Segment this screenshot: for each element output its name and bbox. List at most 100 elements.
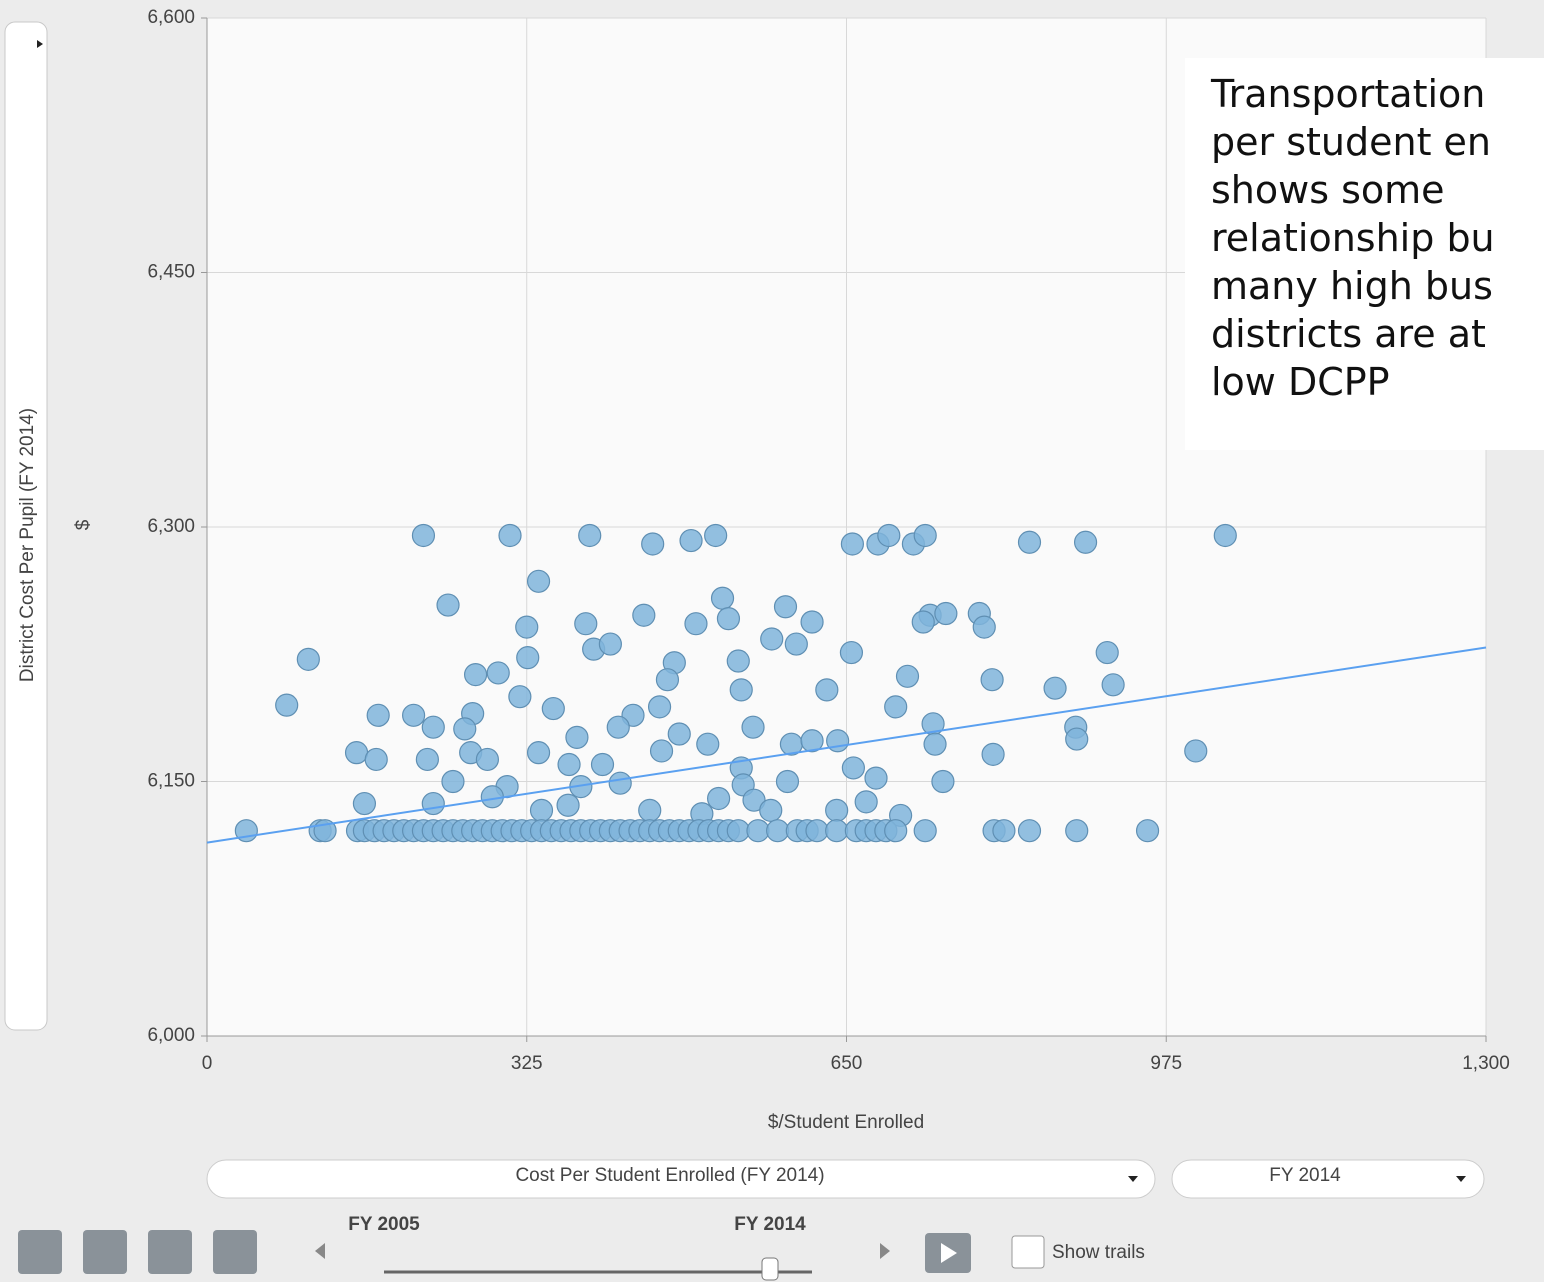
point <box>729 678 753 702</box>
point <box>344 741 369 765</box>
point <box>275 693 299 717</box>
annotation-line: Transportation <box>1211 72 1486 116</box>
point <box>839 640 864 665</box>
annotation-line: low DCPP <box>1211 360 1390 404</box>
point <box>1101 673 1125 697</box>
point <box>913 819 937 843</box>
point <box>1184 739 1208 763</box>
point <box>1065 819 1089 843</box>
point <box>992 819 1016 843</box>
point <box>884 695 908 719</box>
point <box>775 769 800 794</box>
point <box>884 819 908 843</box>
point <box>411 523 436 548</box>
x-tick-label: 0 <box>202 1053 213 1074</box>
x-tick-label: 1,300 <box>1462 1053 1510 1074</box>
point <box>840 532 865 556</box>
y-tick-label: 6,450 <box>147 262 195 283</box>
point <box>913 523 937 548</box>
point <box>696 732 720 756</box>
point <box>773 595 798 619</box>
point <box>784 632 808 656</box>
point <box>815 678 839 702</box>
point <box>647 695 672 719</box>
point <box>557 752 581 777</box>
slider-next[interactable] <box>880 1243 890 1259</box>
trails-label: Show trails <box>1052 1242 1145 1263</box>
point <box>441 769 465 794</box>
y-tick-label: 6,150 <box>147 771 195 792</box>
point <box>766 819 790 843</box>
point <box>760 627 784 651</box>
point <box>638 798 662 822</box>
point <box>742 788 766 812</box>
size-selector-arrow <box>1456 1176 1466 1182</box>
point <box>516 646 540 670</box>
point <box>578 523 602 548</box>
slider-prev[interactable] <box>315 1243 325 1259</box>
y-tick-label: 6,000 <box>147 1025 195 1046</box>
x-tick-label: 325 <box>511 1053 543 1074</box>
point <box>463 663 488 687</box>
point <box>296 647 320 671</box>
settings-button[interactable] <box>213 1230 257 1274</box>
point <box>741 715 765 739</box>
point <box>402 703 426 727</box>
point <box>841 756 865 780</box>
point <box>1073 530 1098 554</box>
table-button[interactable] <box>148 1230 192 1274</box>
annotation-line: relationship bu <box>1211 216 1495 260</box>
point <box>526 569 551 593</box>
slider-thumb[interactable] <box>761 1257 779 1281</box>
point <box>541 696 565 721</box>
zoom-button[interactable] <box>18 1230 62 1274</box>
point <box>704 523 728 548</box>
point <box>421 791 445 816</box>
x-selector-arrow <box>1128 1176 1138 1182</box>
point <box>1213 523 1237 548</box>
y-axis-title: District Cost Per Pupil (FY 2014) <box>17 408 38 682</box>
slider-start-label: FY 2005 <box>348 1214 420 1235</box>
annotation: Transportation per student en shows some re… <box>1185 58 1544 450</box>
point <box>923 732 947 756</box>
annotation-line: per student en <box>1211 120 1492 164</box>
point <box>1135 819 1160 843</box>
point <box>805 819 829 843</box>
play-icon <box>941 1243 957 1263</box>
point <box>800 729 824 753</box>
point <box>825 819 849 843</box>
point <box>931 769 955 794</box>
point <box>486 661 510 685</box>
point <box>608 771 632 795</box>
x-selector[interactable] <box>206 1159 1156 1199</box>
point <box>415 747 439 772</box>
point <box>911 610 935 634</box>
trails-checkbox[interactable] <box>1011 1235 1045 1269</box>
x-axis-title: $/Student Enrolled <box>768 1112 924 1133</box>
point <box>453 717 477 741</box>
y-selector[interactable] <box>4 21 48 1031</box>
annotation-line: shows some <box>1211 168 1445 212</box>
point <box>598 632 622 656</box>
point <box>1043 676 1067 700</box>
point <box>574 612 598 636</box>
y-tick-label: 6,300 <box>147 516 195 537</box>
download-button[interactable] <box>83 1230 127 1274</box>
point <box>632 603 656 627</box>
point <box>590 752 615 777</box>
y-tick-label: 6,600 <box>147 7 195 28</box>
point <box>352 791 377 816</box>
point <box>679 528 703 553</box>
size-selector-label: FY 2014 <box>1269 1165 1341 1186</box>
x-selector-label: Cost Per Student Enrolled (FY 2014) <box>515 1165 824 1186</box>
point <box>746 819 770 843</box>
y-selector-arrow <box>37 40 43 48</box>
point <box>649 739 674 763</box>
point <box>641 532 665 556</box>
point <box>515 615 539 639</box>
size-selector[interactable] <box>1171 1159 1485 1199</box>
point <box>480 785 504 809</box>
point <box>526 741 551 765</box>
point <box>1017 819 1042 843</box>
point <box>606 715 630 739</box>
